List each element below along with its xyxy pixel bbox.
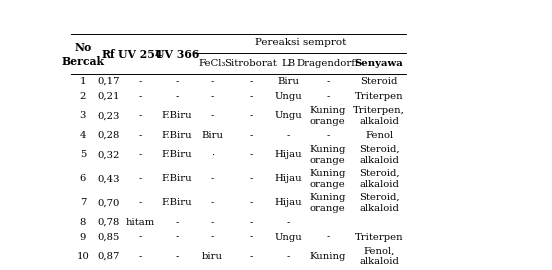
Text: F.Biru: F.Biru [162,131,192,140]
Text: 3: 3 [79,112,86,120]
Text: Hijau: Hijau [274,198,302,207]
Text: Kuning
orange: Kuning orange [310,169,346,189]
Text: 6: 6 [80,174,86,183]
Text: -: - [249,174,252,183]
Text: -: - [176,92,179,101]
Text: -: - [326,233,330,242]
Text: UV 254: UV 254 [119,49,163,60]
Text: 2: 2 [79,92,86,101]
Text: Senyawa: Senyawa [355,59,404,68]
Text: -: - [139,77,142,86]
Text: -: - [286,218,290,227]
Text: Biru: Biru [277,77,299,86]
Text: Dragendorff: Dragendorff [296,59,359,68]
Text: -: - [249,112,252,120]
Text: -: - [211,77,214,86]
Text: -: - [211,198,214,207]
Text: ·: · [211,150,214,159]
Text: Hijau: Hijau [274,174,302,183]
Text: -: - [211,92,214,101]
Text: -: - [176,233,179,242]
Text: 9: 9 [79,233,86,242]
Text: Hijau: Hijau [274,150,302,159]
Text: 0,21: 0,21 [97,92,120,101]
Text: -: - [211,174,214,183]
Text: Steroid: Steroid [360,77,398,86]
Text: -: - [326,92,330,101]
Text: 0,78: 0,78 [97,218,120,227]
Text: 4: 4 [79,131,86,140]
Text: Sitroborat: Sitroborat [225,59,277,68]
Text: -: - [139,198,142,207]
Text: Kuning
orange: Kuning orange [310,145,346,165]
Text: -: - [139,252,142,261]
Text: No
Bercak: No Bercak [61,42,104,67]
Text: 10: 10 [77,252,89,261]
Text: Triterpen: Triterpen [355,233,404,242]
Text: -: - [139,92,142,101]
Text: F.Biru: F.Biru [162,174,192,183]
Text: 0,32: 0,32 [97,150,120,159]
Text: -: - [249,252,252,261]
Text: Steroid,
alkaloid: Steroid, alkaloid [359,145,400,165]
Text: -: - [249,233,252,242]
Text: F.Biru: F.Biru [162,112,192,120]
Text: Ungu: Ungu [274,112,302,120]
Text: FeCl₃: FeCl₃ [199,59,226,68]
Text: LB: LB [281,59,295,68]
Text: -: - [286,131,290,140]
Text: -: - [139,233,142,242]
Text: 0,28: 0,28 [97,131,120,140]
Text: Biru: Biru [201,131,224,140]
Text: Triterpen: Triterpen [355,92,404,101]
Text: 0,23: 0,23 [97,112,120,120]
Text: Pereaksi semprot: Pereaksi semprot [255,38,346,47]
Text: 0,87: 0,87 [97,252,120,261]
Text: 0,43: 0,43 [97,174,120,183]
Text: 8: 8 [79,218,86,227]
Text: -: - [249,77,252,86]
Text: Kuning
orange: Kuning orange [310,193,346,212]
Text: 0,70: 0,70 [97,198,120,207]
Text: -: - [211,233,214,242]
Text: -: - [139,150,142,159]
Text: biru: biru [202,252,223,261]
Text: hitam: hitam [126,218,155,227]
Text: -: - [176,218,179,227]
Text: 0,17: 0,17 [97,77,120,86]
Text: UV 366: UV 366 [155,49,199,60]
Text: 7: 7 [79,198,86,207]
Text: Steroid,
alkaloid: Steroid, alkaloid [359,193,400,212]
Text: -: - [211,112,214,120]
Text: -: - [139,174,142,183]
Text: -: - [249,92,252,101]
Text: F.Biru: F.Biru [162,198,192,207]
Text: -: - [139,112,142,120]
Text: -: - [286,252,290,261]
Text: Steroid,
alkaloid: Steroid, alkaloid [359,169,400,189]
Text: -: - [249,131,252,140]
Text: Fenol: Fenol [365,131,393,140]
Text: Kuning
orange: Kuning orange [310,106,346,126]
Text: 5: 5 [79,150,86,159]
Text: Rf: Rf [102,49,115,60]
Text: Ungu: Ungu [274,92,302,101]
Text: 1: 1 [79,77,86,86]
Text: 0,85: 0,85 [97,233,120,242]
Text: -: - [176,77,179,86]
Text: Kuning: Kuning [310,252,346,261]
Text: -: - [326,131,330,140]
Text: -: - [249,218,252,227]
Text: -: - [326,77,330,86]
Text: F.Biru: F.Biru [162,150,192,159]
Text: -: - [211,218,214,227]
Text: Fenol,
alkaloid: Fenol, alkaloid [359,247,399,266]
Text: -: - [249,198,252,207]
Text: Triterpen,
alkaloid: Triterpen, alkaloid [353,106,405,126]
Text: Ungu: Ungu [274,233,302,242]
Text: -: - [176,252,179,261]
Text: -: - [249,150,252,159]
Text: -: - [139,131,142,140]
